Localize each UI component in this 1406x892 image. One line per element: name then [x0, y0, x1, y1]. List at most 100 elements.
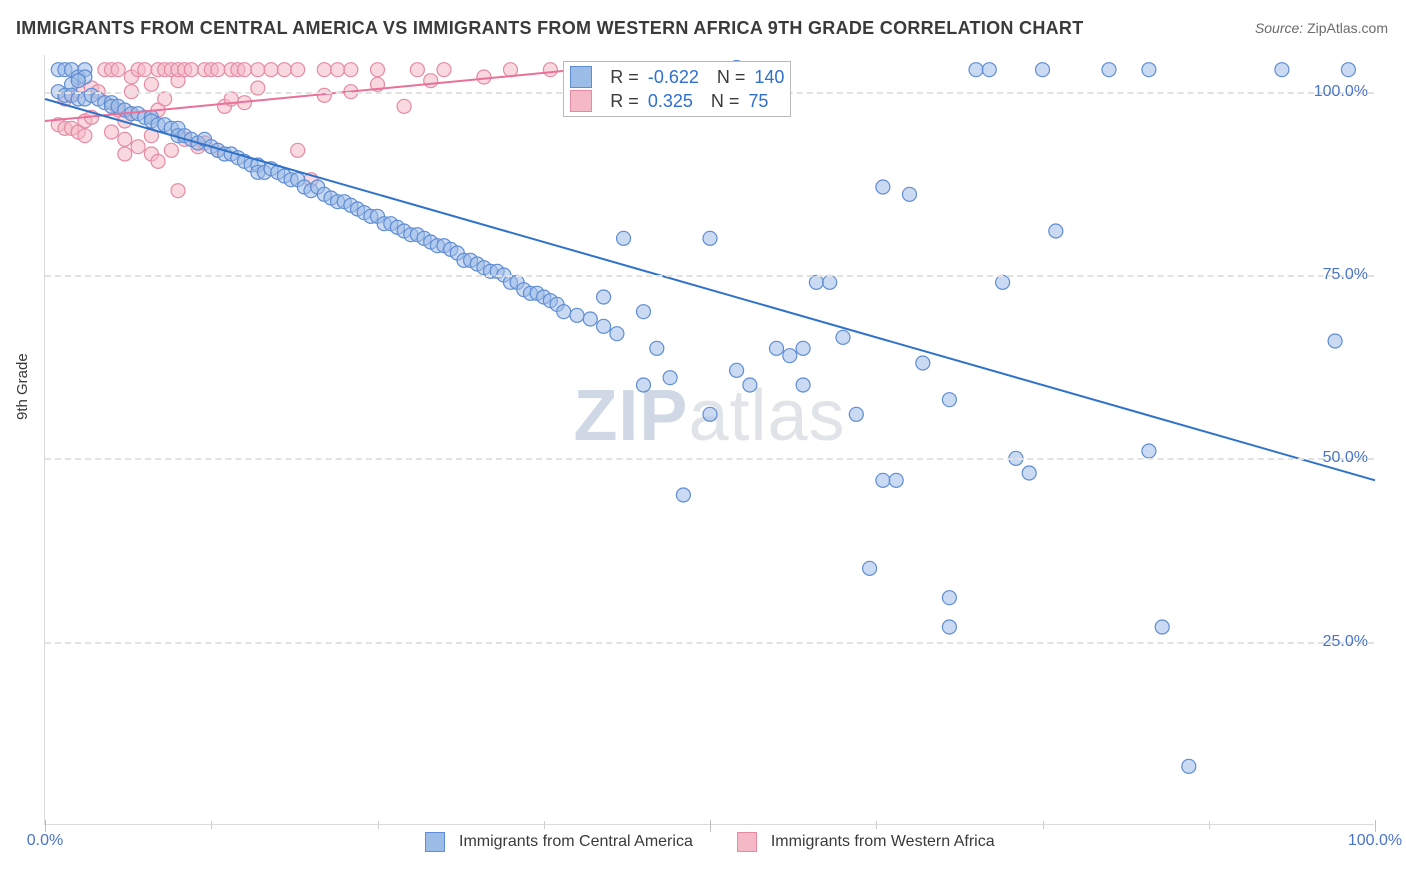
scatter-point: [71, 74, 85, 88]
scatter-point: [557, 305, 571, 319]
scatter-point: [144, 77, 158, 91]
y-tick-label: 75.0%: [1323, 266, 1368, 284]
scatter-point: [277, 63, 291, 77]
gridline-h: [45, 642, 1374, 644]
scatter-point: [543, 63, 557, 77]
source-attribution: Source: ZipAtlas.com: [1255, 20, 1388, 36]
scatter-point: [264, 63, 278, 77]
scatter-point: [1275, 63, 1289, 77]
scatter-point: [663, 371, 677, 385]
scatter-point: [849, 407, 863, 421]
scatter-point: [410, 63, 424, 77]
scatter-point: [942, 591, 956, 605]
legend-r: R = -0.622: [600, 67, 699, 88]
scatter-point: [597, 290, 611, 304]
gridline-h: [45, 275, 1374, 277]
scatter-point: [996, 275, 1010, 289]
x-tick-label: 100.0%: [1348, 832, 1402, 850]
scatter-point: [1142, 63, 1156, 77]
scatter-point: [889, 473, 903, 487]
scatter-point: [118, 147, 132, 161]
scatter-point: [424, 74, 438, 88]
scatter-point: [317, 63, 331, 77]
gridline-h: [45, 458, 1374, 460]
y-tick-label: 25.0%: [1323, 633, 1368, 651]
scatter-point: [703, 231, 717, 245]
legend-label: Immigrants from Western Africa: [771, 833, 995, 851]
scatter-point: [1102, 63, 1116, 77]
scatter-point: [1049, 224, 1063, 238]
scatter-point: [1155, 620, 1169, 634]
scatter-point: [131, 140, 145, 154]
scatter-point: [78, 129, 92, 143]
scatter-point: [836, 330, 850, 344]
x-tick-major: [45, 820, 46, 832]
scatter-point: [637, 378, 651, 392]
scatter-point: [982, 63, 996, 77]
scatter-point: [809, 275, 823, 289]
x-tick-minor: [1209, 821, 1210, 829]
plot-area: ZIPatlas 25.0%50.0%75.0%100.0%0.0%100.0%…: [44, 55, 1374, 825]
scatter-point: [783, 349, 797, 363]
scatter-point: [437, 63, 451, 77]
x-tick-minor: [211, 821, 212, 829]
y-tick-label: 50.0%: [1323, 449, 1368, 467]
scatter-point: [171, 184, 185, 198]
legend-n: N = 75: [701, 91, 769, 112]
scatter-point: [916, 356, 930, 370]
scatter-point: [583, 312, 597, 326]
legend-stats-row: R = 0.325 N = 75: [570, 90, 784, 112]
scatter-point: [570, 308, 584, 322]
scatter-point: [1022, 466, 1036, 480]
x-tick-major: [710, 820, 711, 832]
scatter-point: [796, 378, 810, 392]
x-tick-minor: [544, 821, 545, 829]
scatter-point: [291, 63, 305, 77]
scatter-point: [823, 275, 837, 289]
scatter-point: [397, 99, 411, 113]
x-tick-minor: [876, 821, 877, 829]
scatter-point: [211, 63, 225, 77]
scatter-point: [597, 319, 611, 333]
scatter-point: [903, 187, 917, 201]
scatter-point: [743, 378, 757, 392]
legend-swatch: [737, 832, 757, 852]
scatter-point: [1182, 759, 1196, 773]
scatter-point: [650, 341, 664, 355]
scatter-point: [703, 407, 717, 421]
x-tick-minor: [1043, 821, 1044, 829]
scatter-point: [331, 63, 345, 77]
x-tick-major: [1375, 820, 1376, 832]
chart-title: IMMIGRANTS FROM CENTRAL AMERICA VS IMMIG…: [16, 18, 1084, 39]
scatter-point: [164, 143, 178, 157]
scatter-point: [942, 620, 956, 634]
legend-r: R = 0.325: [600, 91, 693, 112]
scatter-point: [876, 180, 890, 194]
x-tick-label: 0.0%: [27, 832, 63, 850]
trend-line: [45, 99, 1375, 480]
scatter-point: [118, 132, 132, 146]
legend-label: Immigrants from Central America: [459, 833, 693, 851]
scatter-point: [184, 63, 198, 77]
legend-stats: R = -0.622 N = 140 R = 0.325 N = 75: [563, 61, 791, 117]
scatter-point: [291, 143, 305, 157]
scatter-point: [105, 125, 119, 139]
scatter-point: [637, 305, 651, 319]
scatter-point: [477, 70, 491, 84]
scatter-point: [617, 231, 631, 245]
scatter-point: [1036, 63, 1050, 77]
scatter-point: [158, 92, 172, 106]
scatter-point: [504, 63, 518, 77]
scatter-point: [969, 63, 983, 77]
scatter-point: [138, 63, 152, 77]
source-label: Source:: [1255, 20, 1307, 36]
legend-swatch: [425, 832, 445, 852]
legend-swatch: [570, 90, 592, 112]
bottom-legend: Immigrants from Central America Immigrant…: [425, 832, 1025, 852]
legend-n: N = 140: [707, 67, 785, 88]
source-name: ZipAtlas.com: [1307, 20, 1388, 36]
scatter-point: [151, 154, 165, 168]
scatter-point: [111, 63, 125, 77]
scatter-point: [610, 327, 624, 341]
x-tick-minor: [378, 821, 379, 829]
